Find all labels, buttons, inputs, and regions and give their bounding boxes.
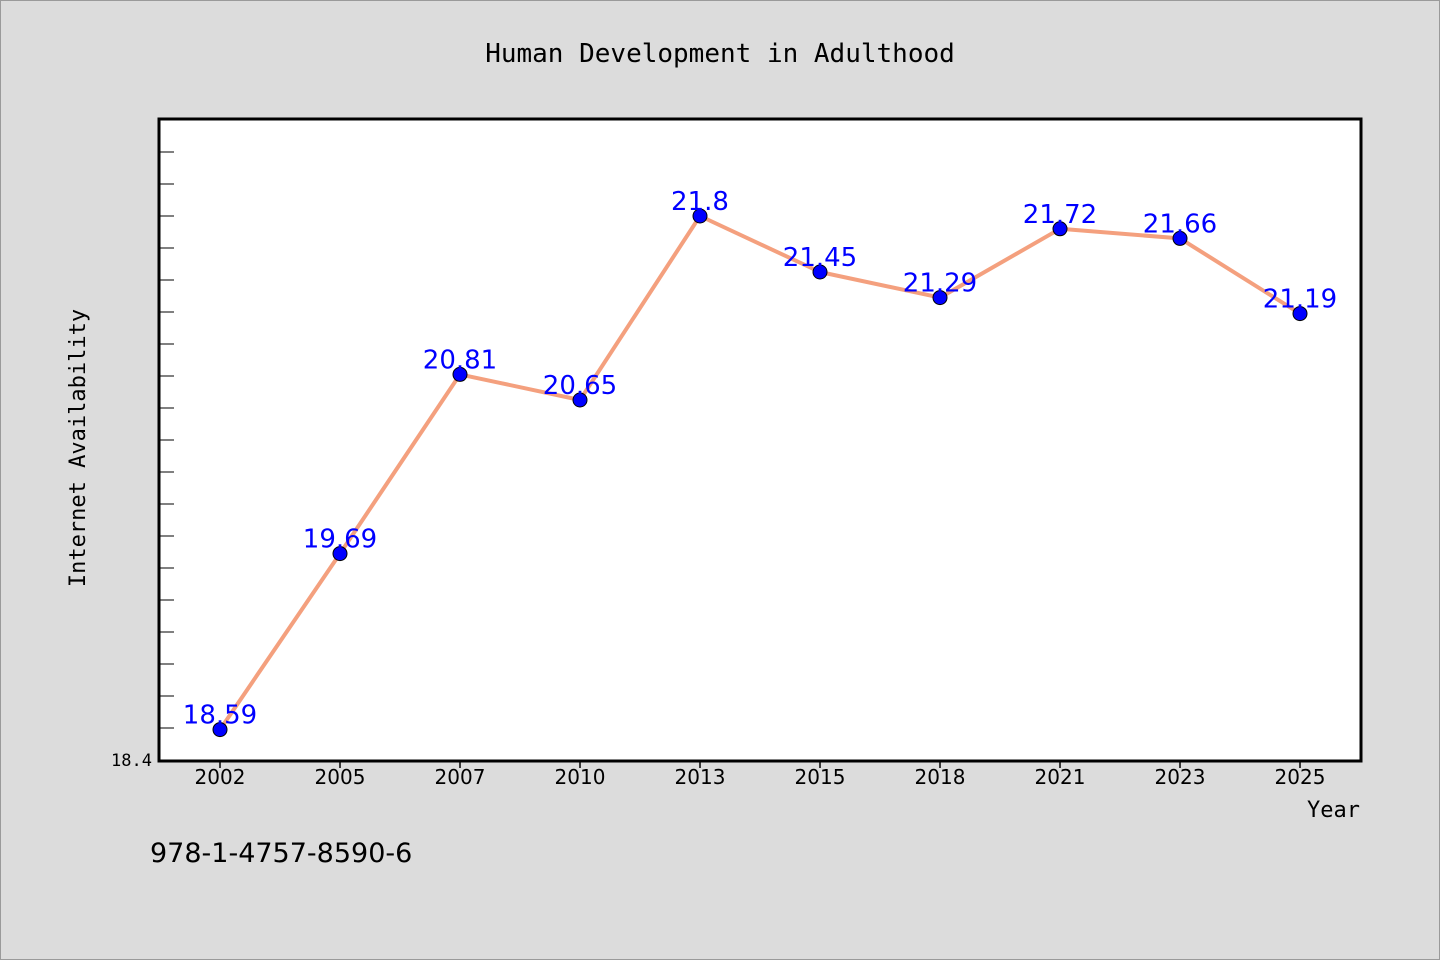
data-label: 21.29: [903, 269, 977, 299]
isbn-label: 978-1-4757-8590-6: [150, 838, 412, 869]
data-label: 21.66: [1143, 209, 1217, 239]
x-tick-label: 2018: [915, 765, 966, 789]
data-label: 19.69: [303, 525, 377, 555]
x-tick-label: 2021: [1035, 765, 1086, 789]
y-axis-ticks: [160, 151, 174, 729]
data-label: 21.8: [671, 187, 729, 217]
data-point: [572, 392, 588, 408]
data-label: 21.19: [1263, 285, 1337, 315]
x-tick-label: 2010: [555, 765, 606, 789]
data-label: 18.59: [183, 701, 257, 731]
x-tick-label: 2025: [1275, 765, 1326, 789]
data-point: [812, 264, 828, 280]
data-label: 20.81: [423, 345, 497, 375]
data-label: 21.72: [1023, 200, 1097, 230]
data-point: [452, 366, 468, 382]
data-label: 21.45: [783, 243, 857, 273]
data-label: 20.65: [543, 371, 617, 401]
data-point: [932, 290, 948, 306]
series-line: [218, 214, 1302, 732]
x-tick-label: 2015: [795, 765, 846, 789]
x-tick-label: 2005: [315, 765, 366, 789]
data-point: [1052, 221, 1068, 237]
y-axis-title: Internet Availability: [66, 309, 91, 587]
data-point: [692, 208, 708, 224]
x-tick-label: 2013: [675, 765, 726, 789]
x-tick-label: 2023: [1155, 765, 1206, 789]
plot-area: [157, 117, 1363, 763]
chart-title: Human Development in Adulthood: [485, 39, 955, 69]
series-layer: 18.59 19.69 20.81 20.65 21.8 21.45 21.29 21.72 2…: [183, 187, 1337, 738]
data-point: [1292, 306, 1308, 322]
x-tick-label: 2007: [435, 765, 486, 789]
y-tick-label: 18.4: [111, 751, 152, 771]
x-axis-title: Year: [1307, 798, 1360, 823]
data-point: [1172, 230, 1188, 246]
x-axis-ticks: 2002 2005 2007 2010 2013 2015 2018 2021 2023 2025: [195, 760, 1326, 789]
x-tick-label: 2002: [195, 765, 246, 789]
data-point: [212, 722, 228, 738]
data-point: [332, 546, 348, 562]
